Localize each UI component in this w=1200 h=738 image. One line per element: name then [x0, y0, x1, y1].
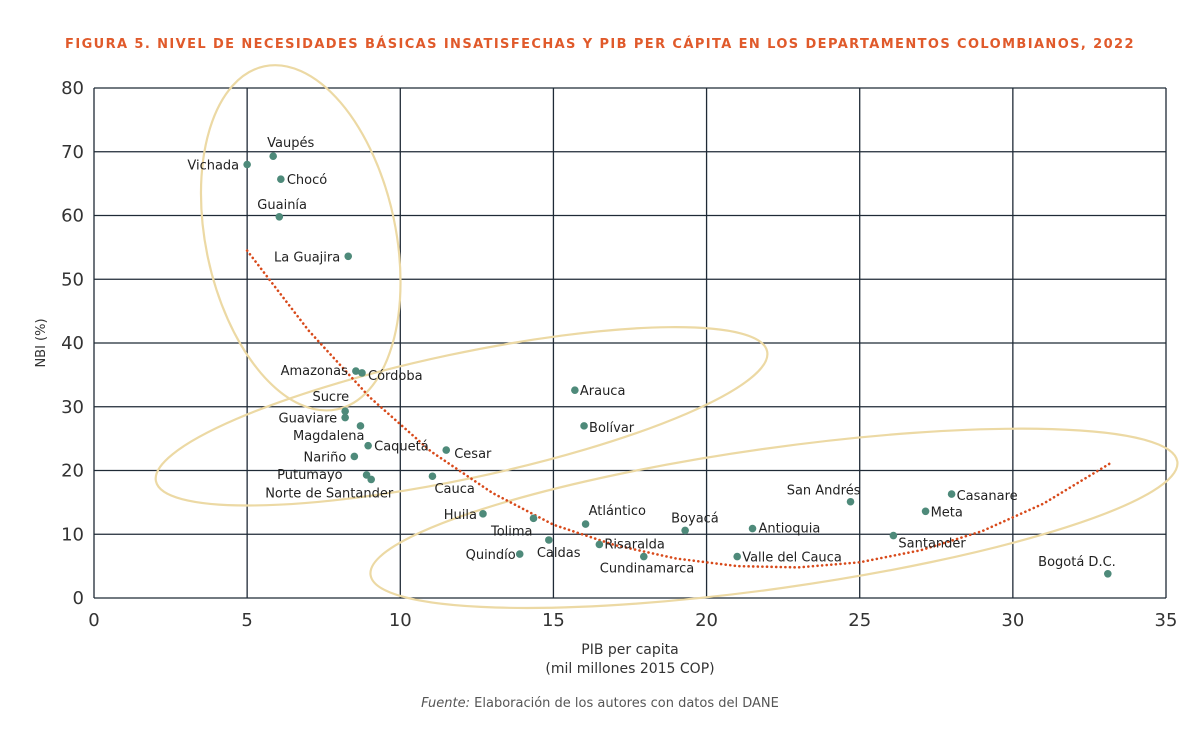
point-label: Caquetá — [374, 440, 429, 455]
data-point — [356, 422, 365, 430]
data-point — [529, 514, 538, 523]
data-point — [1104, 569, 1112, 578]
x-tick-label: 35 — [1155, 610, 1178, 631]
point-label: Meta — [931, 505, 963, 520]
data-point — [581, 520, 590, 528]
data-point — [748, 524, 757, 533]
y-tick-label: 40 — [61, 333, 84, 354]
x-tick-label: 5 — [241, 610, 252, 631]
y-tick-label: 50 — [61, 269, 84, 290]
y-tick-label: 80 — [61, 78, 84, 99]
data-point — [367, 475, 375, 484]
point-label: San Andrés — [787, 484, 861, 499]
data-point — [341, 407, 349, 416]
data-point — [639, 552, 648, 561]
point-label: Cesar — [454, 447, 492, 462]
trend-line — [245, 249, 1113, 569]
data-point — [352, 367, 360, 375]
chart-title: FIGURA 5. NIVEL DE NECESIDADES BÁSICAS I… — [65, 37, 1135, 52]
grid-lines — [93, 87, 1167, 599]
cluster-ellipse — [369, 427, 1179, 610]
data-point — [580, 422, 588, 430]
y-tick-label: 70 — [61, 142, 84, 163]
x-axis-label: PIB per capita — [581, 642, 678, 658]
point-label: Cundinamarca — [600, 562, 694, 577]
x-tick-label: 25 — [848, 610, 871, 631]
data-point — [921, 507, 930, 516]
y-tick-label: 10 — [61, 524, 84, 545]
y-tick-label: 60 — [61, 206, 84, 227]
cluster-ellipse — [154, 326, 769, 507]
point-label: La Guajira — [274, 250, 340, 265]
point-label: Cauca — [434, 482, 474, 497]
point-label: Casanare — [957, 489, 1018, 504]
data-point — [947, 490, 956, 498]
point-label: Guainía — [257, 198, 307, 213]
x-tick-label: 30 — [1001, 610, 1024, 631]
point-label: Córdoba — [368, 369, 423, 384]
data-point — [595, 540, 604, 549]
data-point — [269, 152, 277, 161]
data-point — [545, 536, 553, 544]
source-text: Elaboración de los autores con datos del… — [470, 696, 779, 711]
data-point — [358, 369, 366, 377]
point-label: Caldas — [537, 546, 581, 561]
y-tick-label: 20 — [61, 461, 84, 482]
point-label: Valle del Cauca — [742, 551, 842, 566]
point-label: Guaviare — [279, 412, 338, 427]
data-point — [428, 472, 437, 481]
data-point — [275, 212, 284, 221]
point-labels: Vichada Vaupés Chocó Guainía La Guajira Amazo… — [187, 136, 1115, 576]
point-label: Santander — [898, 537, 966, 552]
data-point — [243, 160, 251, 169]
data-point — [442, 446, 451, 454]
data-point — [341, 413, 349, 422]
point-label: Quindío — [466, 548, 516, 563]
data-point — [515, 550, 524, 558]
data-point — [571, 386, 579, 394]
point-label: Huila — [444, 508, 477, 523]
x-tick-label: 20 — [695, 610, 718, 631]
data-point — [344, 252, 353, 261]
point-label: Bolívar — [589, 421, 635, 436]
data-point — [681, 526, 689, 535]
source-note: Fuente: Elaboración de los autores con d… — [0, 696, 1200, 711]
data-point — [277, 175, 285, 183]
x-axis-label-unit: (mil millones 2015 COP) — [545, 661, 714, 677]
point-label: Arauca — [580, 384, 626, 399]
point-label: Boyacá — [671, 511, 719, 526]
point-label: Tolima — [490, 524, 533, 539]
point-label: Magdalena — [293, 429, 364, 444]
point-label: Vaupés — [267, 136, 314, 151]
data-point — [350, 452, 359, 461]
x-tick-label: 10 — [389, 610, 412, 631]
cluster-ellipse — [199, 64, 402, 412]
y-axis-label: NBI (%) — [34, 318, 49, 367]
point-label: Amazonas — [281, 364, 349, 379]
data-point — [889, 531, 898, 540]
point-label: Putumayo — [277, 468, 343, 483]
point-label: Risaralda — [604, 537, 665, 552]
point-label: Antioquia — [759, 522, 821, 537]
x-tick-label: 0 — [88, 610, 99, 631]
data-point — [479, 510, 487, 518]
point-label: Norte de Santander — [265, 486, 394, 501]
point-label: Bogotá D.C. — [1038, 555, 1116, 570]
data-point — [364, 441, 372, 450]
source-prefix: Fuente: — [421, 696, 471, 711]
point-label: Chocó — [287, 173, 327, 188]
data-point — [846, 497, 855, 506]
x-tick-label: 15 — [542, 610, 565, 631]
axis-ticks: 0 5 10 15 20 25 30 35 0 10 20 30 40 50 60 70 80 — [61, 78, 1177, 631]
point-label: Nariño — [303, 450, 346, 465]
cluster-ellipses — [154, 64, 1179, 610]
point-label: Vichada — [187, 159, 239, 174]
y-tick-label: 30 — [61, 397, 84, 418]
point-label: Atlántico — [589, 504, 646, 519]
point-label: Sucre — [312, 390, 349, 405]
data-points — [243, 152, 1112, 578]
y-tick-label: 0 — [73, 588, 84, 609]
data-point — [733, 552, 741, 561]
